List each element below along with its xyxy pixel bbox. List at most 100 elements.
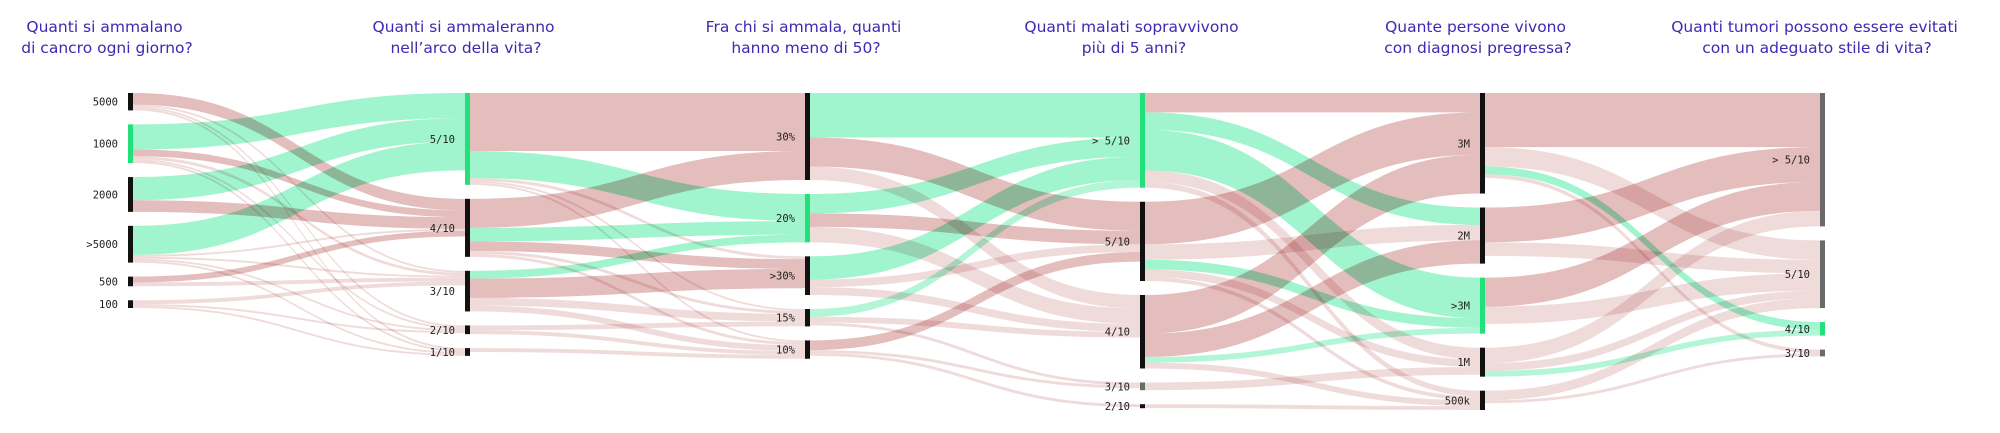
question-title-3-line-1: Fra chi si ammala, quanti: [706, 18, 902, 36]
node-label-col5-3m: 3M: [1457, 138, 1470, 150]
node-label-col1-gt-5000: >5000: [86, 239, 118, 251]
flow-500k-to-3-10: [1485, 353, 1820, 404]
flow-10pct-to-3-10: [810, 350, 1140, 389]
flow-4-10-to-2m: [1145, 240, 1480, 357]
node-bar-col6-5-10: [1820, 240, 1825, 309]
node-label-col2-1-10: 1/10: [430, 347, 455, 359]
node-bar-col3-20pct: [805, 194, 810, 243]
flow-500-to-4-10: [133, 230, 465, 283]
flow-gt-30pct-to-5-10: [810, 244, 1140, 288]
node-label-col5-gt-3m: >3M: [1451, 301, 1470, 313]
node-label-col3-10pct: 10%: [776, 345, 796, 357]
node-label-col1-100: 100: [99, 299, 118, 311]
flow-gt-5000-to-1-10: [133, 260, 465, 354]
node-bar-col1-5000: [128, 93, 133, 111]
node-label-col6-4-10: 4/10: [1785, 324, 1810, 336]
question-title-1-line-2: di cancro ogni giorno?: [21, 39, 193, 57]
question-title-2-line-2: nell’arco della vita?: [390, 39, 541, 57]
flow-5-10-to-3m: [1145, 112, 1480, 245]
node-label-col2-5-10: 5/10: [430, 134, 455, 146]
node-label-col6-5-10: 5/10: [1785, 269, 1810, 281]
flow-3-10-to-20pct: [470, 234, 805, 279]
flow-gt-5-10-to-1m: [1145, 170, 1480, 360]
flow-4-10-to-10pct: [470, 253, 805, 346]
flow-20pct-to-gt-5-10: [810, 137, 1140, 214]
node-bar-col5-2m: [1480, 207, 1485, 264]
flow-2000-to-4-10: [133, 200, 465, 229]
node-label-col3-30pct: 30%: [776, 132, 796, 144]
node-bar-col4-2-10: [1140, 404, 1145, 409]
node-label-col4-gt-5-10: > 5/10: [1092, 135, 1130, 147]
question-title-3: Fra chi si ammala, quanti hanno meno di …: [706, 18, 907, 57]
node-label-col6-gt-5-10: > 5/10: [1772, 155, 1810, 167]
flow-15pct-to-3-10: [810, 322, 1140, 386]
node-bar-col2-3-10: [465, 270, 470, 312]
flow-10pct-to-2-10: [810, 352, 1140, 408]
node-bar-col4-4-10: [1140, 295, 1145, 369]
node-bar-col5-500k: [1480, 390, 1485, 410]
question-title-5-line-2: con diagnosi pregressa?: [1384, 39, 1572, 57]
node-bar-col1-500: [128, 276, 133, 287]
node-label-col3-gt-30pct: >30%: [770, 271, 796, 283]
node-bar-col1-2000: [128, 177, 133, 212]
node-bar-col6-3-10: [1820, 349, 1825, 357]
flow-5-10-to-10pct: [470, 182, 805, 343]
flow-5-10-to-30pct: [470, 93, 805, 151]
flow-1-10-to-10pct: [470, 348, 805, 359]
flow-2m-to-gt-5-10: [1485, 147, 1820, 243]
node-label-col1-5000: 5000: [93, 97, 118, 109]
flow-gt-5-10-to-3m: [1145, 93, 1480, 113]
flow-5-10-to-1m: [1145, 269, 1480, 367]
question-title-4-line-2: più di 5 anni?: [1082, 39, 1186, 57]
node-bar-col1-gt-5000: [128, 225, 133, 263]
node-bar-col3-15pct: [805, 309, 810, 327]
node-label-col3-15pct: 15%: [776, 313, 796, 325]
flow-500k-to-5-10: [1485, 298, 1820, 401]
node-label-col4-3-10: 3/10: [1105, 381, 1130, 393]
node-label-col5-2m: 2M: [1457, 231, 1470, 243]
flow-15pct-to-gt-5-10: [810, 180, 1140, 317]
flow-15pct-to-4-10: [810, 316, 1140, 338]
flow-gt-5000-to-2-10: [133, 258, 465, 332]
flow-gt-30pct-to-gt-5-10: [810, 156, 1140, 280]
node-bar-col3-gt-30pct: [805, 256, 810, 295]
node-bar-col1-1000: [128, 124, 133, 164]
flow-4-10-to-20pct: [470, 221, 805, 242]
node-labels: 5000 1000 2000 >5000 500 100 5/10 4/10 3/10 2/10 1…: [86, 97, 1810, 414]
question-title-6-line-1: Quanti tumori possono essere evitati: [1671, 18, 1958, 36]
flow-gt-5000-to-5-10: [133, 141, 465, 255]
flow-20pct-to-4-10: [810, 226, 1140, 324]
node-bar-col2-1-10: [465, 348, 470, 356]
flow-1000-to-5-10: [133, 93, 465, 150]
question-title-1-line-1: Quanti si ammalano: [26, 18, 182, 36]
flow-3-10-to-1m: [1145, 367, 1480, 391]
question-title-2-line-1: Quanti si ammaleranno: [373, 18, 555, 36]
node-label-col5-500k: 500k: [1445, 395, 1471, 407]
node-label-col2-4-10: 4/10: [430, 223, 455, 235]
flow-1000-to-2-10: [133, 159, 465, 330]
flow-1000-to-4-10: [133, 149, 465, 218]
flow-2-10-to-15pct: [470, 321, 805, 331]
flow-4-10-to-gt-3m: [1145, 327, 1480, 363]
node-label-col1-2000: 2000: [93, 189, 118, 201]
flow-30pct-to-4-10: [810, 166, 1140, 309]
question-title-5: Quante persone vivono con diagnosi pregr…: [1384, 18, 1572, 57]
flow-gt-5000-to-4-10: [133, 228, 465, 257]
flow-ribbons: [133, 93, 1820, 410]
node-bar-col1-100: [128, 300, 133, 308]
node-bar-col6-4-10: [1820, 322, 1825, 336]
flow-2-10-to-500k: [1145, 404, 1480, 410]
node-bar-col4-5-10: [1140, 201, 1145, 281]
flow-30pct-to-gt-5-10: [810, 93, 1140, 138]
flow-100-to-1-10: [133, 306, 465, 356]
flow-gt-3m-to-5-10: [1485, 273, 1820, 324]
flow-4-10-to-500k: [1145, 362, 1480, 407]
flow-5-10-to-15pct: [470, 180, 805, 311]
flow-gt-3m-to-gt-5-10: [1485, 181, 1820, 307]
flow-gt-5000-to-3-10: [133, 256, 465, 278]
flow-4-10-to-30pct: [470, 151, 805, 228]
flow-1m-to-5-10: [1485, 290, 1820, 371]
node-label-col1-500: 500: [99, 276, 118, 288]
flow-3m-to-gt-5-10: [1485, 93, 1820, 148]
node-label-col2-2-10: 2/10: [430, 325, 455, 337]
